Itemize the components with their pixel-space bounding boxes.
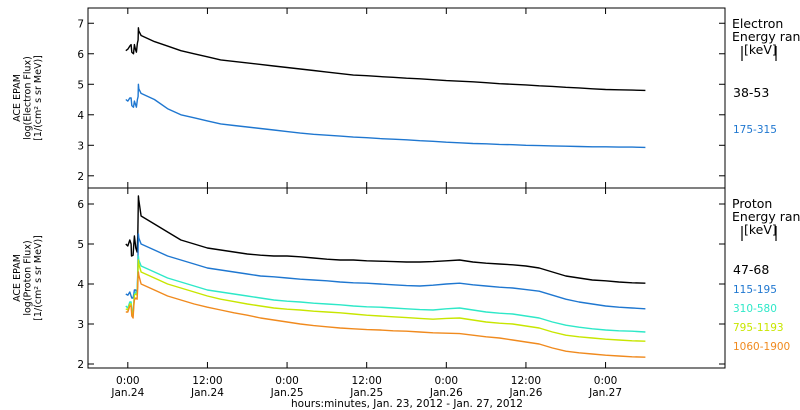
plot-frame [87, 7, 726, 189]
y-axis-label: ACE EPAMlog(Proton Flux)[1/(cm² s sr MeV… [12, 235, 44, 321]
x-tick-label-time: 0:00 [116, 375, 140, 387]
legend-title-line: Energy range [732, 209, 800, 224]
y-tick-label: 2 [77, 171, 84, 183]
x-tick-label-time: 12:00 [352, 375, 382, 387]
y-axis-label-line: ACE EPAM [12, 74, 23, 122]
y-tick-label: 5 [77, 239, 84, 251]
y-tick-label: 3 [77, 140, 84, 152]
legend-entry: 175-315 [733, 124, 777, 136]
series-line-38-53 [125, 27, 646, 92]
legend-entry: 38-53 [733, 85, 769, 100]
x-tick-label-date: Jan.27 [588, 387, 622, 399]
x-tick-label-date: Jan.26 [508, 387, 542, 399]
legend-title-line: Proton [732, 196, 772, 211]
legend-entry: 115-195 [733, 284, 777, 296]
y-tick-label: 4 [77, 279, 84, 291]
x-tick-label-date: Jan.25 [270, 387, 304, 399]
y-tick-label: 6 [77, 199, 84, 211]
y-axis-label-line: [1/(cm² s sr MeV)] [33, 55, 44, 141]
legend-entry: 47-68 [733, 262, 769, 277]
x-tick-label-date: Jan.25 [349, 387, 383, 399]
x-tick-label-time: 0:00 [435, 375, 459, 387]
x-tick-label-time: 12:00 [511, 375, 541, 387]
x-tick-label-time: 12:00 [192, 375, 222, 387]
panel-electron: 2 3 4 5 6 7 ACE EPAMlog(Electron Flux)[1/(cm² … [12, 7, 800, 189]
y-axis-label-line: log(Electron Flux) [23, 56, 34, 140]
series-line-1060-1900 [125, 271, 646, 358]
legend-entry: 1060-1900 [733, 341, 790, 353]
x-tick-label-date: Jan.24 [190, 387, 224, 399]
y-tick-label: 5 [77, 79, 84, 91]
legend-title-line: [keV] [744, 42, 777, 57]
y-tick-label: 7 [77, 18, 84, 30]
y-axis-label-line: ACE EPAM [12, 254, 23, 302]
y-axis-label: ACE EPAMlog(Electron Flux)[1/(cm² s sr M… [12, 55, 44, 141]
series-line-175-315 [125, 83, 646, 149]
y-axis-label-line: log(Proton Flux) [23, 240, 34, 315]
plot-frame [87, 187, 726, 369]
x-tick-label-date: Jan.24 [110, 387, 144, 399]
legend-title-line: [keV] [744, 222, 777, 237]
x-tick-label-time: 0:00 [275, 375, 299, 387]
legend-entry: 310-580 [733, 303, 777, 315]
series-line-795-1193 [125, 259, 646, 342]
y-tick-label: 2 [77, 359, 84, 371]
legend-title-line: Electron [732, 16, 783, 31]
panel-proton: 2 3 4 5 6 ACE EPAMlog(Proton Flux)[1/(cm² s s… [12, 187, 800, 371]
series-line-47-68 [125, 195, 646, 284]
x-tick-label-time: 0:00 [594, 375, 618, 387]
y-tick-label: 6 [77, 49, 84, 61]
series-line-115-195 [125, 233, 646, 310]
y-tick-label: 3 [77, 319, 84, 331]
x-axis-label: hours:minutes, Jan. 23, 2012 - Jan. 27, … [291, 398, 523, 410]
legend-entry: 795-1193 [733, 322, 784, 334]
x-tick-label-date: Jan.26 [429, 387, 463, 399]
y-tick-label: 4 [77, 110, 84, 122]
y-axis-label-line: [1/(cm² s sr MeV)] [33, 235, 44, 321]
x-tick-labels: 0:00Jan.2412:00Jan.240:00Jan.2512:00Jan.… [110, 375, 622, 399]
legend-title-line: Energy range [732, 29, 800, 44]
